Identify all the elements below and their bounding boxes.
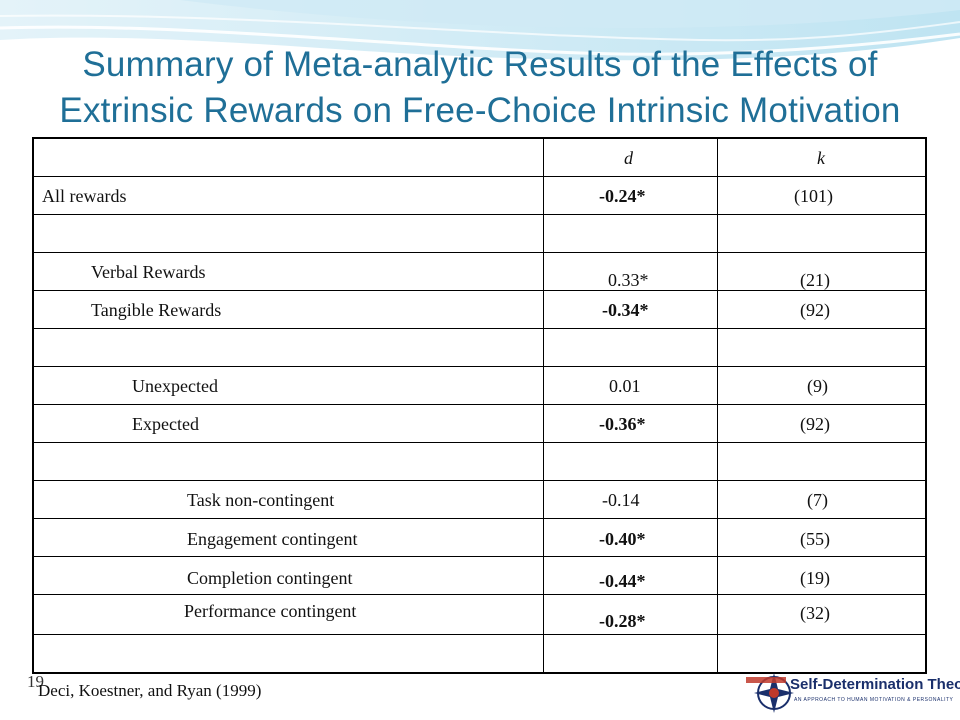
table-row: Engagement contingent -0.40* (55) [34, 519, 925, 557]
row-k-value: (32) [800, 603, 830, 623]
header-k: k [817, 148, 825, 168]
row-k-value: (19) [800, 568, 830, 588]
table-row: Unexpected 0.01 (9) [34, 367, 925, 405]
table-row: Performance contingent -0.28* (32) [34, 595, 925, 635]
table-row [34, 329, 925, 367]
table-row [34, 215, 925, 253]
table-row: Verbal Rewards 0.33* (21) [34, 253, 925, 291]
row-k-value: (7) [807, 490, 828, 510]
table-row [34, 443, 925, 481]
row-label: Tangible Rewards [91, 300, 222, 320]
row-d-value: -0.44* [599, 571, 646, 591]
row-d-value: -0.24* [599, 186, 646, 206]
row-k-value: (92) [800, 414, 830, 434]
slide-title: Summary of Meta-analytic Results of the … [0, 42, 960, 134]
row-label: Expected [132, 414, 199, 434]
row-label: Performance contingent [184, 601, 357, 621]
logo-subtitle: AN APPROACH TO HUMAN MOTIVATION & PERSON… [794, 697, 954, 703]
header-d: d [624, 148, 633, 168]
slide-number: 19 [27, 672, 44, 691]
row-d-value: -0.14 [602, 490, 640, 510]
sdt-logo-emblem-icon [746, 673, 794, 713]
row-d-value: -0.34* [602, 300, 649, 320]
table-row: Task non-contingent -0.14 (7) [34, 481, 925, 519]
citation: Deci, Koestner, and Ryan (1999) [38, 681, 262, 700]
row-k-value: (9) [807, 376, 828, 396]
logo-text: Self-Determination Theory [790, 676, 960, 693]
row-label: Unexpected [132, 376, 218, 396]
row-k-value: (21) [800, 270, 830, 290]
row-d-value: -0.28* [599, 611, 646, 631]
row-label: Task non-contingent [187, 490, 335, 510]
table-row: All rewards -0.24* (101) [34, 177, 925, 215]
row-d-value: 0.33* [608, 270, 649, 290]
table-row: Tangible Rewards -0.34* (92) [34, 291, 925, 329]
results-table: d k All rewards -0.24* (101) Verbal Rewa… [32, 137, 927, 674]
row-d-value: -0.40* [599, 529, 646, 549]
title-line-1: Summary of Meta-analytic Results of the … [82, 45, 878, 84]
background-waves [0, 0, 960, 140]
row-label: Engagement contingent [187, 529, 358, 549]
row-label: Verbal Rewards [91, 262, 206, 282]
row-k-value: (55) [800, 529, 830, 549]
row-d-value: 0.01 [609, 376, 641, 396]
title-line-2: Extrinsic Rewards on Free-Choice Intrins… [59, 91, 901, 130]
sdt-logo-graphic [746, 673, 794, 713]
table-row: Completion contingent -0.44* (19) [34, 557, 925, 595]
row-label: Completion contingent [187, 568, 353, 588]
column-divider [717, 139, 718, 672]
table-row: Expected -0.36* (92) [34, 405, 925, 443]
table-header-row: d k [34, 139, 925, 177]
row-k-value: (101) [794, 186, 833, 206]
row-label: All rewards [42, 186, 127, 206]
row-k-value: (92) [800, 300, 830, 320]
column-divider [543, 139, 544, 672]
row-d-value: -0.36* [599, 414, 646, 434]
